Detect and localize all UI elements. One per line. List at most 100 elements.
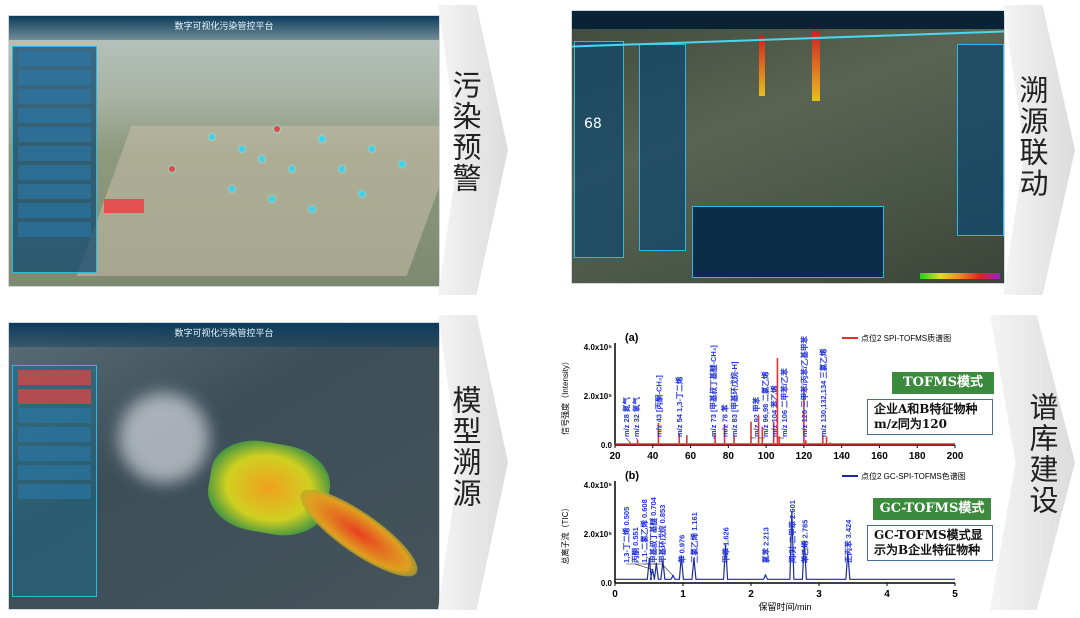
x-tick-label: 2 xyxy=(748,589,754,600)
source-tracing-screenshot: 68 xyxy=(571,10,1005,284)
peak-label: m/z 83 [甲基环戊烷-H] xyxy=(729,361,739,437)
peak-label: 丙酮 0.551 xyxy=(631,527,640,563)
platform-title: 数字可视化污染管控平台 xyxy=(9,16,439,40)
x-tick-label: 140 xyxy=(833,451,850,462)
chromatogram-peak xyxy=(680,555,683,557)
peak-label: 苯乙烯 2.785 xyxy=(799,520,809,564)
chromatogram-peak xyxy=(693,557,695,560)
chromatogram-peak xyxy=(764,574,767,576)
peak-label: 甲苯 1.626 xyxy=(721,527,731,563)
chromatogram-peak xyxy=(648,557,651,560)
right-stats-panel xyxy=(957,44,1004,236)
legend-label: 点位2 GC-SPI-TOFMS色谱图 xyxy=(861,471,966,481)
alert-pin-icon[interactable] xyxy=(274,126,280,132)
peak-label: 1,3-丁二烯 0.505 xyxy=(621,507,631,563)
x-tick-label: 40 xyxy=(647,451,659,462)
x-tick-label: 3 xyxy=(816,589,822,600)
x-tick-label: 4 xyxy=(884,589,890,600)
y-tick-label: 0.0 xyxy=(601,579,613,588)
peak-label: m/z 28 氮气 xyxy=(621,396,631,437)
query-panel xyxy=(639,44,686,251)
tofms-mode-box: TOFMS模式 xyxy=(892,372,994,394)
x-tick-label: 180 xyxy=(909,451,926,462)
map-pin-icon[interactable] xyxy=(369,146,375,152)
concentration-column xyxy=(759,36,765,96)
monitor-list-panel xyxy=(12,365,97,597)
map-pin-icon[interactable] xyxy=(289,166,295,172)
cloud xyxy=(119,393,209,483)
y-tick-label: 2.0x10⁵ xyxy=(584,530,612,539)
y-tick-label: 0.0 xyxy=(601,441,613,450)
alert-tooltip xyxy=(104,199,144,213)
label-leader-line xyxy=(625,437,631,443)
peak-label: 氯苯 2.213 xyxy=(760,527,770,563)
peak-label: 正丙苯 3.424 xyxy=(843,519,853,563)
label-leader-line xyxy=(661,563,674,576)
map-pin-icon[interactable] xyxy=(309,206,315,212)
label-leader-line xyxy=(634,563,653,570)
x-tick-label: 80 xyxy=(723,451,735,462)
color-scale-legend xyxy=(920,273,1000,279)
x-tick-label: 0 xyxy=(612,589,618,600)
peak-label: m/z 78 苯 xyxy=(720,404,730,437)
peak-label: m/z 130,132,134 三氯乙烯 xyxy=(818,348,828,437)
map-pin-icon[interactable] xyxy=(339,166,345,172)
peak-label: m/z 54 1,3-丁二烯 xyxy=(674,376,684,437)
x-tick-label: 60 xyxy=(685,451,697,462)
river-line xyxy=(572,30,1004,48)
gc-tofms-mode-box: GC-TOFMS模式 xyxy=(873,498,991,520)
map-pin-icon[interactable] xyxy=(269,196,275,202)
platform-title: 数字可视化污染管控平台 xyxy=(9,323,439,347)
map-pin-icon[interactable] xyxy=(319,136,325,142)
concentration-column xyxy=(812,31,820,101)
y-axis-label: 信号强度（Intensity） xyxy=(560,357,570,435)
panel-letter: (a) xyxy=(625,332,639,344)
y-axis-label: 总离子流（TIC） xyxy=(560,504,570,565)
map-pin-icon[interactable] xyxy=(399,161,405,167)
x-tick-label: 100 xyxy=(758,451,775,462)
pollution-plume xyxy=(290,476,428,590)
chromatogram-peak xyxy=(724,544,727,546)
y-tick-label: 4.0x10⁵ xyxy=(584,481,612,490)
map-pin-icon[interactable] xyxy=(239,146,245,152)
label-library-building: 谱库建设 xyxy=(1025,392,1059,516)
label-leader-line xyxy=(635,437,638,441)
peak-label: 间/对-二甲苯 2.601 xyxy=(787,500,797,563)
map-pin-icon[interactable] xyxy=(209,134,215,140)
alert-pin-icon[interactable] xyxy=(169,166,175,172)
tofms-note: 企业A和B特征物种m/z同为120 xyxy=(867,399,993,435)
x-tick-label: 20 xyxy=(609,451,621,462)
gc-tofms-note: GC-TOFMS模式显示为B企业特征物种 xyxy=(867,525,993,561)
peak-label: 甲基环戊烷 0.853 xyxy=(657,505,667,563)
label-source-tracing: 溯源联动 xyxy=(1015,75,1049,199)
chromatogram-peak xyxy=(803,540,806,543)
y-tick-label: 4.0x10⁵ xyxy=(584,343,612,352)
peak-label: m/z 104 苯乙烯 xyxy=(769,385,779,437)
peak-label: m/z 106 二甲苯/乙苯 xyxy=(779,368,789,437)
chromatogram-peak xyxy=(662,560,664,562)
pollution-plume xyxy=(202,433,336,543)
map-pin-icon[interactable] xyxy=(259,156,265,162)
spectrum-chart: (a)20 40 60 80 100 120 140 160 180 2000.02.0x10⁵4… xyxy=(560,332,966,612)
left-stats-panel xyxy=(574,41,624,258)
x-tick-label: 1 xyxy=(680,589,686,600)
chromatogram-peak xyxy=(847,551,849,554)
peak-label: 1,1-二氯乙烯 0.608 xyxy=(639,499,649,563)
concentration-chart-popup xyxy=(692,206,884,278)
peak-label: m/z 43 [丙酮-CH₃] xyxy=(654,375,663,437)
peak-label: m/z 96,98 二氯乙烯 xyxy=(760,371,770,437)
peak-label: 甲基叔丁基醚 0.704 xyxy=(648,496,658,563)
map-pin-icon[interactable] xyxy=(359,191,365,197)
peak-label: m/z 73 [甲基叔丁基醚-CH₃] xyxy=(708,345,718,437)
alert-list-panel xyxy=(12,46,97,273)
peak-label: m/z 32 氧气 xyxy=(631,396,641,437)
top-nav-bar xyxy=(572,11,1004,29)
x-tick-label: 160 xyxy=(871,451,888,462)
legend-label: 点位2 SPI-TOFMS质谱图 xyxy=(861,333,951,343)
map-pin-icon[interactable] xyxy=(229,186,235,192)
peak-label: m/z 92 甲苯 xyxy=(751,396,761,437)
chromatogram-peak xyxy=(791,511,793,513)
peak-label: 苯 0.976 xyxy=(676,535,686,564)
peak-label: 三氯乙烯 1.161 xyxy=(689,512,699,563)
peak-label: m/z 120 三甲苯/丙苯/乙基甲苯 xyxy=(799,336,809,437)
